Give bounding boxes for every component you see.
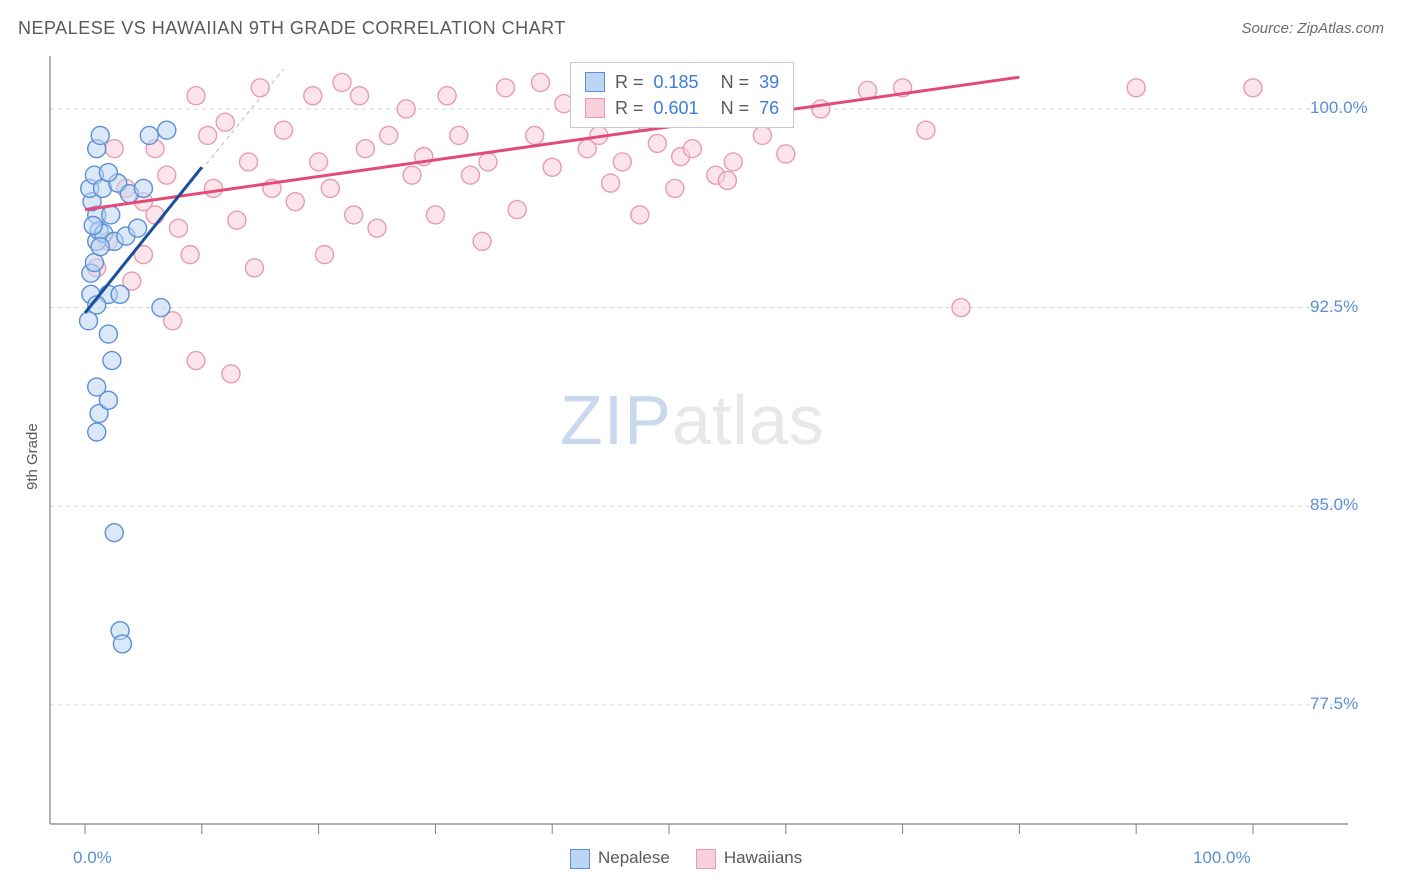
- legend-item-nepalese: Nepalese: [570, 848, 670, 869]
- scatter-plot: [0, 0, 1406, 892]
- stats-swatch-pink: [585, 98, 605, 118]
- y-tick: 85.0%: [1310, 495, 1358, 515]
- chart-container: NEPALESE VS HAWAIIAN 9TH GRADE CORRELATI…: [0, 0, 1406, 892]
- legend-swatch-pink: [696, 849, 716, 869]
- legend-item-hawaiians: Hawaiians: [696, 848, 802, 869]
- stats-row-blue: R = 0.185 N = 39: [585, 69, 779, 95]
- x-tick: 0.0%: [73, 848, 112, 868]
- stats-r-pink: 0.601: [654, 95, 699, 121]
- y-tick: 92.5%: [1310, 297, 1358, 317]
- stats-n-pink: 76: [759, 95, 779, 121]
- legend-swatch-blue: [570, 849, 590, 869]
- stats-r-blue: 0.185: [654, 69, 699, 95]
- y-tick: 77.5%: [1310, 694, 1358, 714]
- legend-label-nepalese: Nepalese: [598, 848, 670, 867]
- legend: Nepalese Hawaiians: [570, 848, 802, 869]
- stats-n-blue: 39: [759, 69, 779, 95]
- stats-box: R = 0.185 N = 39 R = 0.601 N = 76: [570, 62, 794, 128]
- legend-label-hawaiians: Hawaiians: [724, 848, 802, 867]
- x-tick: 100.0%: [1193, 848, 1251, 868]
- y-tick: 100.0%: [1310, 98, 1368, 118]
- stats-swatch-blue: [585, 72, 605, 92]
- stats-row-pink: R = 0.601 N = 76: [585, 95, 779, 121]
